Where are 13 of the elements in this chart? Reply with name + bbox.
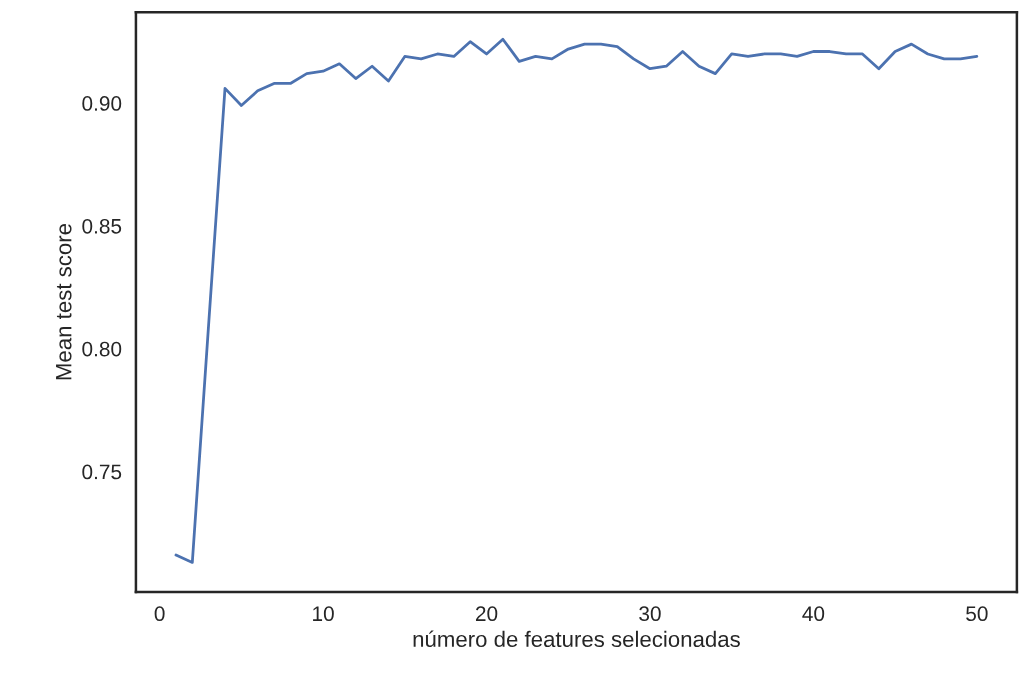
y-axis-title: Mean test score xyxy=(56,223,72,380)
y-tick-label: 0.90 xyxy=(82,96,122,111)
x-tick-label: 0 xyxy=(154,606,165,622)
x-axis-title: número de features selecionadas xyxy=(413,630,740,648)
line-series xyxy=(174,37,979,564)
x-tick-label: 20 xyxy=(475,606,498,622)
x-tick-label: 10 xyxy=(313,606,334,622)
x-tick-label: 30 xyxy=(639,606,661,622)
y-tick-label: 0.80 xyxy=(82,341,122,357)
x-tick-label: 40 xyxy=(802,606,825,622)
y-tick-label: 0.85 xyxy=(82,218,122,234)
y-tick-label: 0.75 xyxy=(82,464,122,480)
x-tick-label: 50 xyxy=(966,606,988,622)
